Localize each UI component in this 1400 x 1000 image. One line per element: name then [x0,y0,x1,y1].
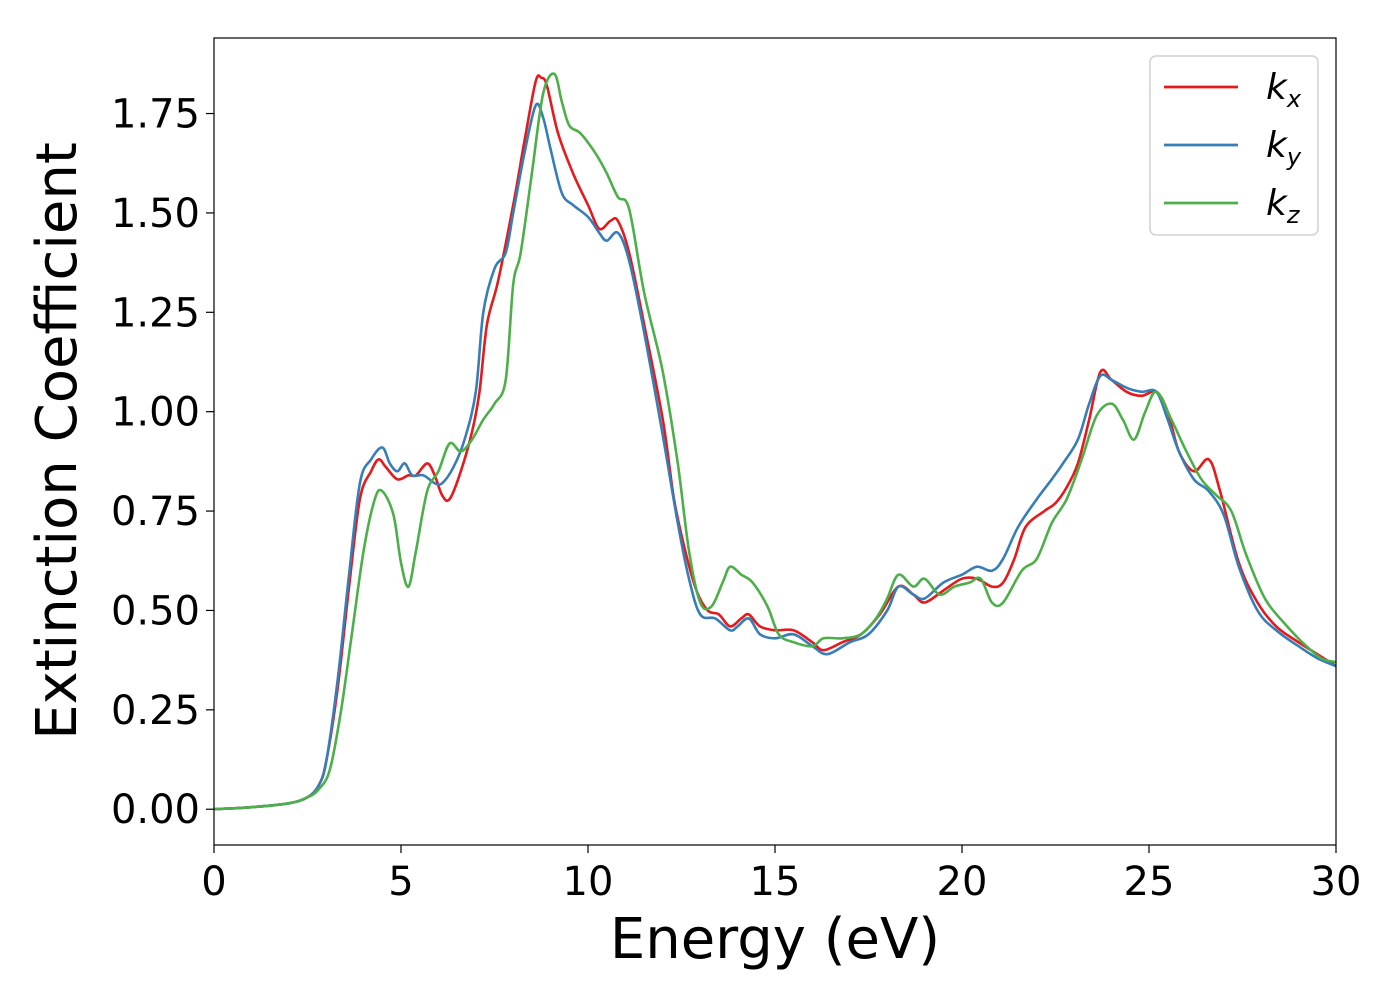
legend-label-main: k [1266,125,1289,166]
series-line-ky [214,102,1336,811]
y-tick-label: 1.00 [111,390,200,436]
ticks-layer: 0 5 10 15 20 25 30 0.00 0.25 0.50 0.75 1.00 1.25 1.50… [111,92,1362,905]
y-tick-label: 0.50 [111,588,200,634]
y-tick-label: 1.25 [111,290,200,336]
series-layer [214,72,1336,811]
x-tick-label: 30 [1311,859,1362,905]
y-tick-label: 0.00 [111,787,200,833]
legend-label-main: k [1266,183,1289,224]
series-line-kz [214,72,1336,811]
legend-label-kx: kx [1266,67,1302,113]
y-tick-label: 0.25 [111,688,200,734]
x-tick-label: 5 [388,859,413,905]
x-tick-label: 15 [750,859,801,905]
legend-label-ky: ky [1266,125,1302,171]
y-tick-label: 1.50 [111,191,200,237]
legend-label-subscript: y [1286,143,1302,171]
legend-label-kz: kz [1266,183,1301,229]
legend-label-main: k [1266,67,1289,108]
plot-frame [213,37,1337,846]
y-axis-title: Extinction Coefficient [25,142,90,740]
x-tick-label: 25 [1124,859,1175,905]
x-axis-title: Energy (eV) [610,907,940,972]
y-tick-label: 0.75 [111,489,200,535]
x-tick-label: 20 [937,859,988,905]
legend-label-subscript: z [1286,201,1301,229]
y-tick-label: 1.75 [111,92,200,138]
x-tick-label: 0 [201,859,226,905]
legend-label-subscript: x [1286,85,1302,113]
x-tick-label: 10 [563,859,614,905]
